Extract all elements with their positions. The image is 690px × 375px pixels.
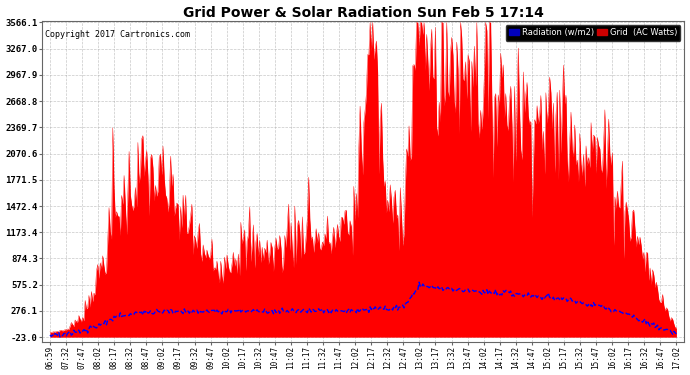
Title: Grid Power & Solar Radiation Sun Feb 5 17:14: Grid Power & Solar Radiation Sun Feb 5 1… [183,6,544,20]
Text: Copyright 2017 Cartronics.com: Copyright 2017 Cartronics.com [45,30,190,39]
Legend: Radiation (w/m2), Grid  (AC Watts): Radiation (w/m2), Grid (AC Watts) [506,25,680,40]
